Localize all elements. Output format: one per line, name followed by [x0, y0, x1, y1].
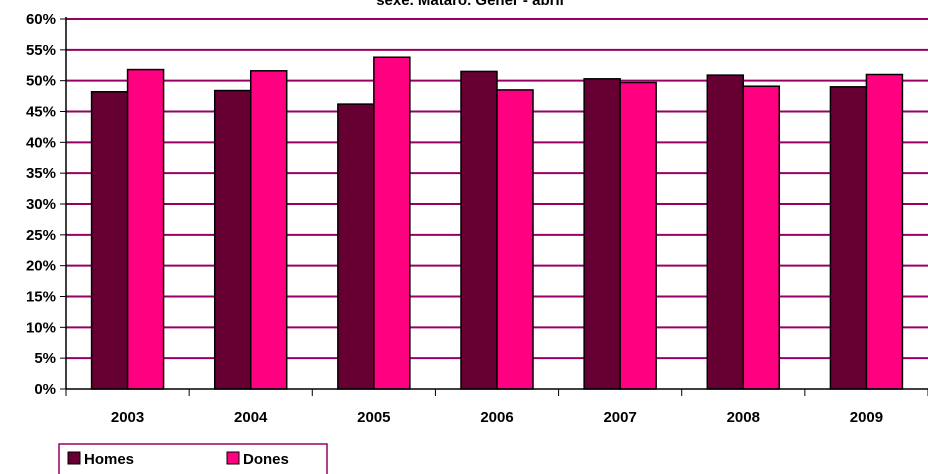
- legend-box: [58, 443, 328, 474]
- bar-dones-2008: [742, 85, 781, 390]
- y-tick-label-40: 40%: [26, 134, 56, 151]
- bar-dones-2009: [865, 73, 904, 390]
- legend-swatch-dones: [226, 451, 240, 465]
- axes: [60, 17, 928, 396]
- y-tick-labels: 0% 5% 10% 15% 20% 25% 30% 35% 40% 45% 50% 55% 60%: [26, 11, 56, 398]
- legend-label-homes: Homes: [84, 451, 134, 468]
- bar-homes-2004: [213, 89, 252, 390]
- bar-dones-2006: [496, 89, 534, 390]
- y-tick-label-35: 35%: [26, 165, 56, 182]
- y-tick-label-0: 0%: [34, 381, 56, 398]
- x-tick-label-2007: 2007: [603, 409, 636, 426]
- bar-homes-2006: [460, 70, 498, 390]
- y-tick-label-50: 50%: [26, 73, 56, 90]
- y-tick-label-55: 55%: [26, 42, 56, 59]
- y-tick-label-15: 15%: [26, 289, 56, 306]
- legend-swatch-homes: [67, 451, 81, 465]
- x-tick-label-2009: 2009: [850, 409, 883, 426]
- y-tick-label-25: 25%: [26, 227, 56, 244]
- bar-dones-2004: [249, 70, 288, 390]
- legend: Homes Dones: [58, 443, 328, 474]
- x-tick-label-2003: 2003: [111, 409, 144, 426]
- y-tick-label-5: 5%: [34, 350, 56, 367]
- bar-dones-2003: [126, 68, 165, 390]
- y-tick-label-60: 60%: [26, 11, 56, 28]
- x-tick-label-2006: 2006: [480, 409, 513, 426]
- x-tick-labels: 2003 2004 2005 2006 2007 2008 2009: [111, 409, 883, 426]
- bars: [90, 56, 904, 390]
- bar-homes-2008: [706, 74, 745, 390]
- x-tick-label-2008: 2008: [727, 409, 760, 426]
- y-tick-label-30: 30%: [26, 196, 56, 213]
- chart-title: sexe. Mataró. Gener - abril: [376, 0, 564, 9]
- x-tick-label-2005: 2005: [357, 409, 390, 426]
- x-tick-label-2004: 2004: [234, 409, 268, 426]
- bar-homes-2003: [90, 91, 129, 390]
- y-tick-label-45: 45%: [26, 104, 56, 121]
- bar-homes-2007: [583, 78, 621, 390]
- legend-label-dones: Dones: [243, 451, 289, 468]
- y-tick-label-20: 20%: [26, 258, 56, 275]
- y-tick-label-10: 10%: [26, 319, 56, 336]
- bar-dones-2005: [373, 56, 411, 390]
- bar-dones-2007: [619, 81, 657, 390]
- bar-homes-2009: [829, 86, 868, 390]
- bar-homes-2005: [337, 103, 375, 390]
